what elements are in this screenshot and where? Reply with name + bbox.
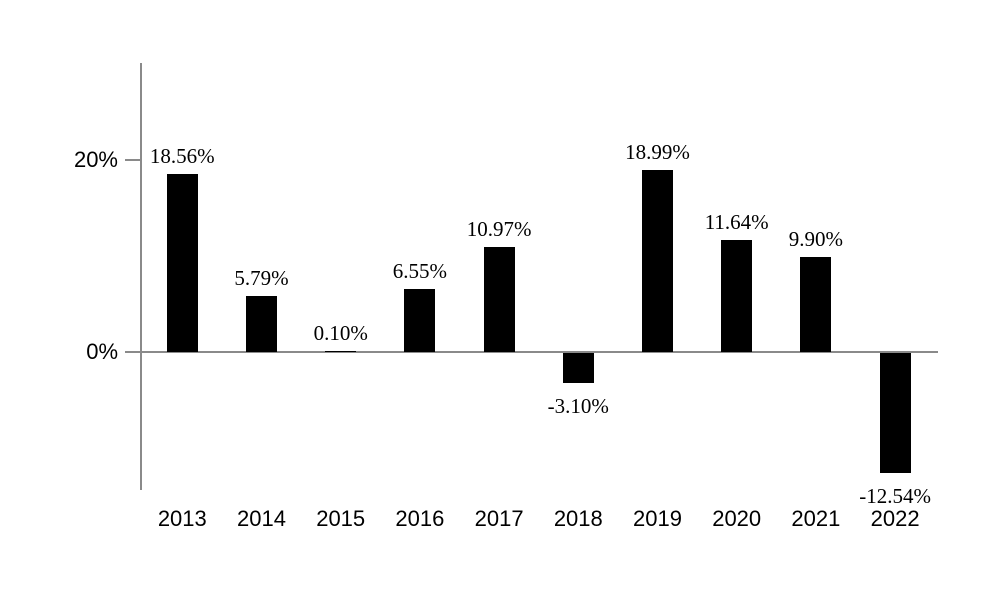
bar-2018: [562, 353, 594, 383]
bar-2013: [166, 173, 198, 352]
bar-2017: [483, 246, 515, 352]
bar-value-label-2016: 6.55%: [392, 259, 448, 284]
x-axis-label-2020: 2020: [712, 506, 762, 531]
x-axis-label-2017: 2017: [474, 506, 524, 531]
bar-2020: [721, 240, 753, 352]
bar-value-label-2022: -12.54%: [859, 484, 931, 509]
bar-value-label-2013: 18.56%: [149, 143, 215, 168]
x-axis-label-2013: 2013: [157, 506, 207, 531]
y-axis-tick-label-0: 0%: [86, 339, 118, 364]
y-axis-tick-label-20: 20%: [73, 147, 118, 172]
bar-value-label-2015: 0.10%: [313, 321, 368, 345]
bar-value-label-2017: 10.97%: [466, 216, 532, 241]
bar-2022: [879, 353, 911, 474]
y-axis-line: [140, 63, 142, 490]
bar-2019: [642, 169, 673, 352]
x-axis-label-2022: 2022: [870, 506, 920, 531]
bar-value-label-2020: 11.64%: [704, 210, 769, 235]
x-axis-label-2018: 2018: [553, 506, 603, 531]
x-axis-label-2016: 2016: [395, 506, 445, 531]
y-tick-mark-20: [125, 159, 142, 161]
bar-2014: [246, 296, 277, 352]
bar-value-label-2019: 18.99%: [625, 139, 690, 164]
bar-value-label-2018: -3.10%: [547, 393, 609, 418]
x-axis-label-2015: 2015: [316, 506, 366, 531]
x-axis-label-2021: 2021: [791, 506, 841, 531]
bar-value-label-2014: 5.79%: [234, 266, 289, 291]
x-axis-label-2019: 2019: [633, 506, 682, 531]
y-tick-mark-0: [125, 351, 142, 353]
bar-2021: [800, 256, 832, 352]
x-axis-label-2014: 2014: [237, 506, 286, 531]
bar-2016: [404, 289, 436, 352]
bar-value-label-2021: 9.90%: [788, 226, 844, 251]
x-axis-zero-line: [125, 351, 938, 353]
bar-2015: [325, 351, 357, 352]
